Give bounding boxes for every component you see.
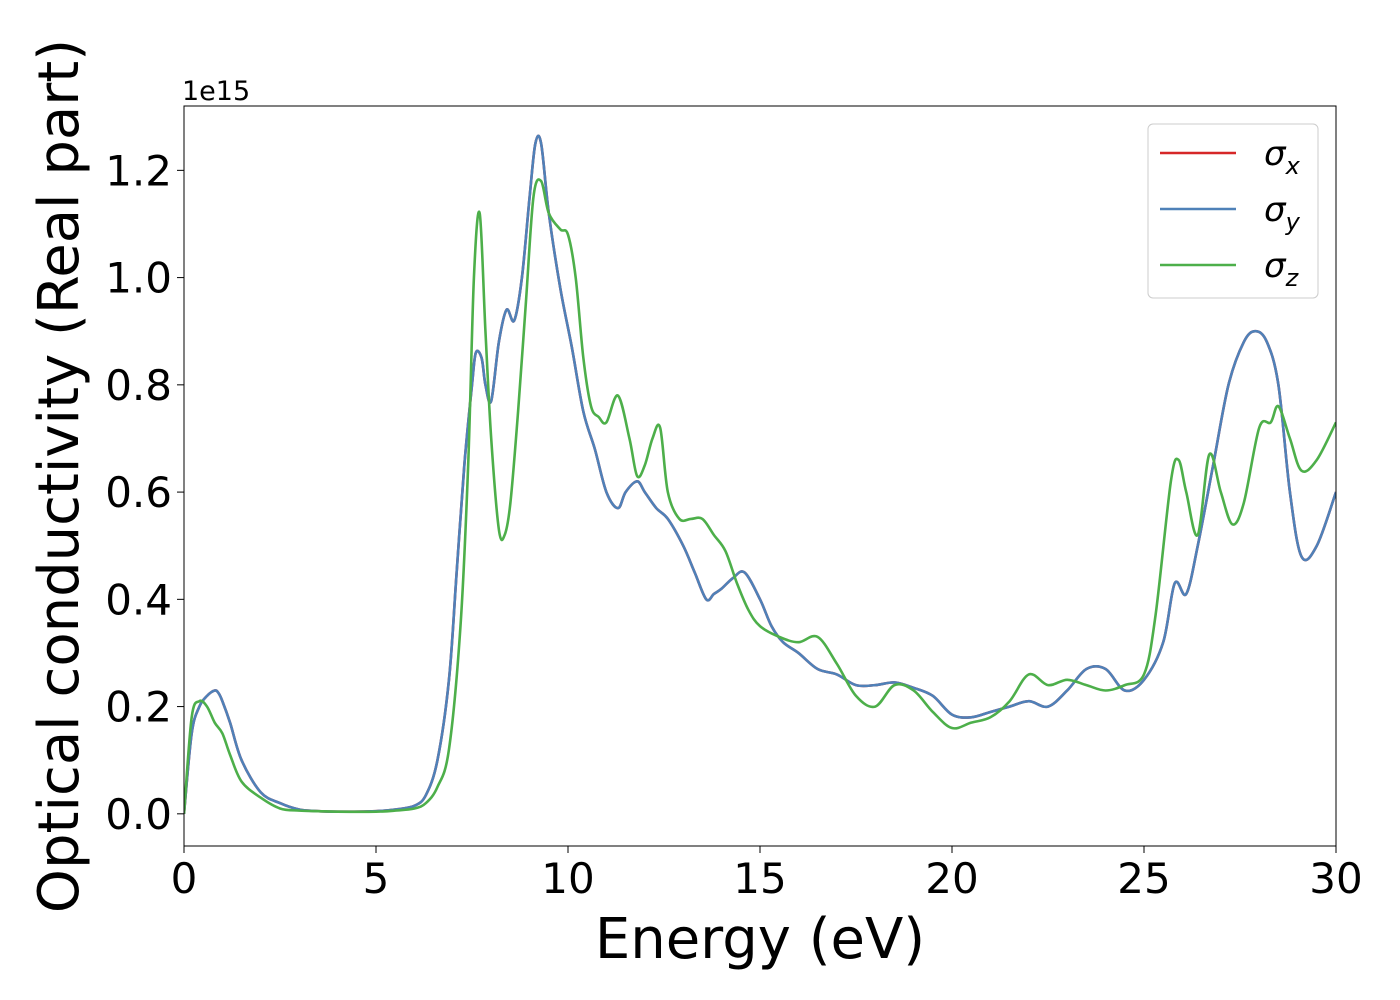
series-layer (184, 134, 1336, 814)
plot-area (184, 106, 1336, 846)
x-tick-label: 25 (1117, 854, 1170, 903)
y-tick-label: 0.0 (105, 790, 172, 839)
legend: σx σy σz (1147, 123, 1319, 299)
y-tick-label: 0.2 (105, 683, 172, 732)
y-offset-label: 1e15 (182, 76, 250, 107)
x-tick-label: 0 (171, 854, 198, 903)
y-tick-label: 0.6 (105, 468, 172, 517)
legend-box (1147, 123, 1319, 299)
x-tick-label: 15 (733, 854, 786, 903)
legend-label-sigma-z: σz (1264, 246, 1300, 292)
y-tick-label: 1.2 (105, 146, 172, 195)
y-tick-label: 1.0 (105, 254, 172, 303)
y-tick-label: 0.4 (105, 575, 172, 624)
x-axis-ticks: 0 5 10 15 20 25 30 (171, 846, 1363, 903)
y-tick-label: 0.8 (105, 361, 172, 410)
x-tick-label: 30 (1309, 854, 1362, 903)
x-axis-label: Energy (eV) (595, 907, 925, 972)
y-axis-ticks: 0.0 0.2 0.4 0.6 0.8 1.0 1.2 (105, 146, 184, 839)
series-line-sigma-z (184, 178, 1336, 814)
legend-label-sigma-y: σy (1264, 190, 1301, 236)
x-tick-label: 10 (541, 854, 594, 903)
x-tick-label: 5 (363, 854, 390, 903)
x-tick-label: 20 (925, 854, 978, 903)
legend-label-sigma-x: σx (1264, 134, 1301, 180)
y-axis-label: Optical conductivity (Real part) (27, 39, 92, 913)
